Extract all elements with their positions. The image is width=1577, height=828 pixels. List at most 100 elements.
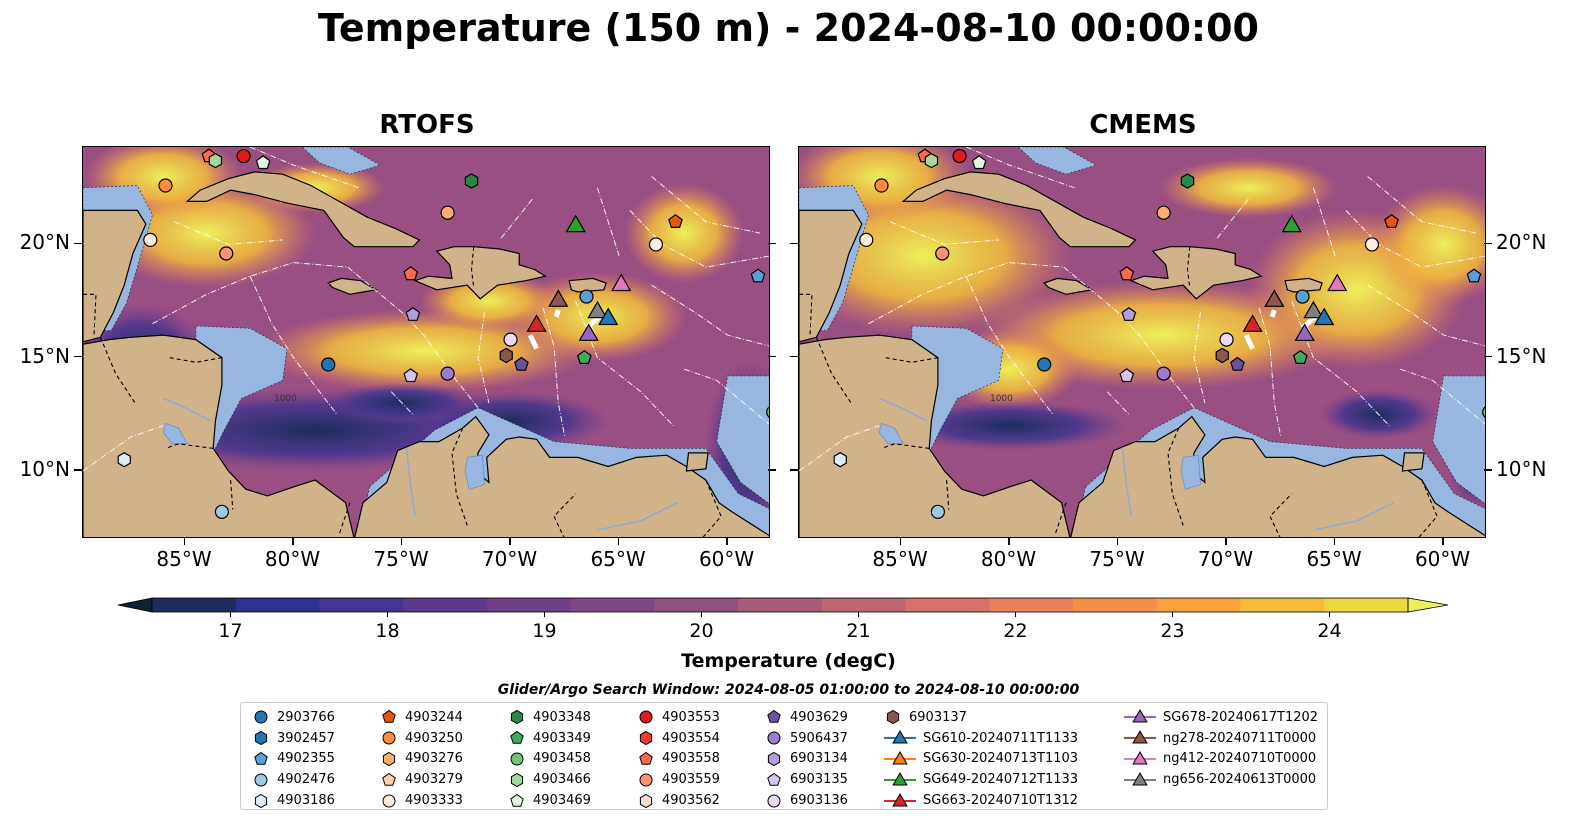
pentagon-icon bbox=[767, 772, 781, 786]
legend-item: 4903559 bbox=[636, 769, 720, 790]
legend-label: 4903554 bbox=[662, 730, 720, 746]
legend-label: 4903250 bbox=[405, 730, 463, 746]
legend-label: 4903186 bbox=[277, 793, 335, 809]
legend-label: 4903458 bbox=[533, 751, 591, 767]
land-cuba bbox=[185, 171, 421, 248]
argo-float-marker bbox=[255, 155, 271, 170]
glider-track bbox=[527, 334, 539, 350]
eez-boundary bbox=[684, 368, 769, 425]
legend-item: 4902355 bbox=[251, 749, 335, 770]
country-border bbox=[885, 357, 938, 363]
shelf-bahamas-banks bbox=[301, 147, 382, 175]
legend-item: 6903134 bbox=[764, 749, 848, 770]
pentagon-icon bbox=[510, 793, 524, 807]
lon-tick-mark bbox=[1333, 538, 1336, 545]
lon-tick-label: 60°W bbox=[698, 547, 755, 571]
argo-float-marker bbox=[403, 368, 419, 383]
triangle-icon bbox=[1124, 750, 1156, 765]
map-panel-rtofs[interactable]: 1000 bbox=[82, 146, 770, 538]
colorbar-extend-max bbox=[1407, 597, 1449, 613]
glider-track bbox=[553, 309, 561, 318]
colorbar-segment bbox=[1073, 598, 1158, 612]
legend-label: 4903276 bbox=[405, 751, 463, 767]
argo-float-marker bbox=[1466, 268, 1482, 283]
argo-float-marker bbox=[1219, 332, 1234, 347]
argo-float-marker bbox=[1215, 347, 1229, 364]
lat-tick-mark bbox=[790, 355, 798, 358]
legend-item: SG630-20240713T1103 bbox=[883, 749, 1078, 770]
colorbar-segment bbox=[1324, 598, 1409, 612]
lat-tick-mark bbox=[1484, 469, 1492, 471]
argo-float-marker bbox=[158, 178, 173, 193]
argo-float-marker bbox=[1156, 205, 1171, 220]
triangle-icon bbox=[884, 771, 916, 786]
argo-float-marker bbox=[1230, 356, 1245, 371]
country-border bbox=[881, 443, 930, 449]
argo-float-marker bbox=[1295, 289, 1310, 304]
legend-item: 4903276 bbox=[379, 749, 463, 770]
legend-label: 4902355 bbox=[277, 751, 335, 767]
argo-float-marker bbox=[440, 366, 455, 381]
search-window-text: Glider/Argo Search Window: 2024-08-05 01… bbox=[497, 682, 1080, 698]
country-border bbox=[702, 479, 722, 537]
lon-tick-label: 65°W bbox=[1306, 547, 1362, 571]
land-yucatan bbox=[83, 209, 147, 343]
country-border bbox=[338, 502, 351, 535]
river bbox=[405, 448, 416, 517]
land-jamaica bbox=[327, 277, 378, 295]
argo-float-marker bbox=[214, 504, 230, 519]
colorbar: 17 18 19 20 21 22 23 24 bbox=[117, 597, 1449, 642]
triangle-icon bbox=[884, 792, 916, 807]
lat-tick-mark bbox=[768, 242, 776, 245]
argo-float-marker bbox=[499, 347, 513, 364]
argo-float-marker bbox=[1384, 214, 1399, 229]
country-border bbox=[946, 480, 950, 510]
legend-item: 6903135 bbox=[764, 769, 848, 790]
colorbar-label: Temperature (degC) bbox=[681, 650, 896, 672]
lake-maracaibo bbox=[1180, 454, 1201, 490]
argo-float-marker bbox=[405, 306, 421, 321]
glider-marker bbox=[1242, 314, 1263, 332]
lon-tick-mark bbox=[1116, 538, 1119, 545]
eez-boundary bbox=[477, 312, 490, 404]
hexagon-icon bbox=[254, 793, 268, 808]
river bbox=[1121, 448, 1132, 517]
legend-item: 4903250 bbox=[379, 728, 463, 749]
legend-label: 4903562 bbox=[662, 793, 720, 809]
legend-label: 4903553 bbox=[662, 709, 720, 725]
colorbar-segment bbox=[1156, 598, 1242, 612]
argo-float-marker bbox=[464, 173, 479, 189]
land-hispaniola bbox=[413, 246, 547, 300]
cold-anomaly bbox=[889, 400, 1130, 451]
legend-label: 4903629 bbox=[790, 709, 848, 725]
main-title: Temperature (150 m) - 2024-08-10 00:00:0… bbox=[317, 6, 1259, 50]
legend-label: SG649-20240712T1133 bbox=[923, 772, 1079, 788]
warm-anomaly bbox=[1158, 157, 1339, 218]
legend-label: 4903349 bbox=[533, 730, 591, 746]
legend-item: 4903279 bbox=[379, 769, 463, 790]
glider-marker bbox=[1281, 214, 1302, 233]
lat-tick-mark bbox=[790, 469, 798, 471]
lat-tick-mark bbox=[768, 469, 776, 471]
glider-marker bbox=[1294, 323, 1315, 341]
legend-item: 4903553 bbox=[636, 707, 720, 728]
contour-label-1000: 1000 bbox=[274, 394, 297, 404]
land-lesser-antilles bbox=[1401, 452, 1425, 472]
legend-item: 2903766 bbox=[251, 707, 335, 728]
triangle-icon bbox=[1124, 771, 1156, 786]
eez-boundary bbox=[965, 275, 1054, 415]
argo-float-marker bbox=[874, 178, 889, 193]
river bbox=[1313, 502, 1395, 531]
legend-item: ng412-20240710T0000 bbox=[1123, 749, 1318, 770]
legend-item: 4903244 bbox=[379, 707, 463, 728]
lat-tick-mark bbox=[74, 469, 82, 471]
circle-icon bbox=[382, 731, 396, 745]
colorbar-segment bbox=[570, 598, 655, 612]
land-south-america bbox=[354, 415, 769, 537]
argo-float-marker bbox=[1119, 266, 1135, 281]
land-cuba bbox=[901, 171, 1137, 248]
legend-item: SG649-20240712T1133 bbox=[883, 769, 1078, 790]
map-panel-cmems[interactable]: 1000 bbox=[798, 146, 1486, 538]
legend-column: 4903244 4903250 4903276 4903279 4903333 bbox=[379, 707, 463, 811]
glider-marker bbox=[611, 273, 632, 292]
